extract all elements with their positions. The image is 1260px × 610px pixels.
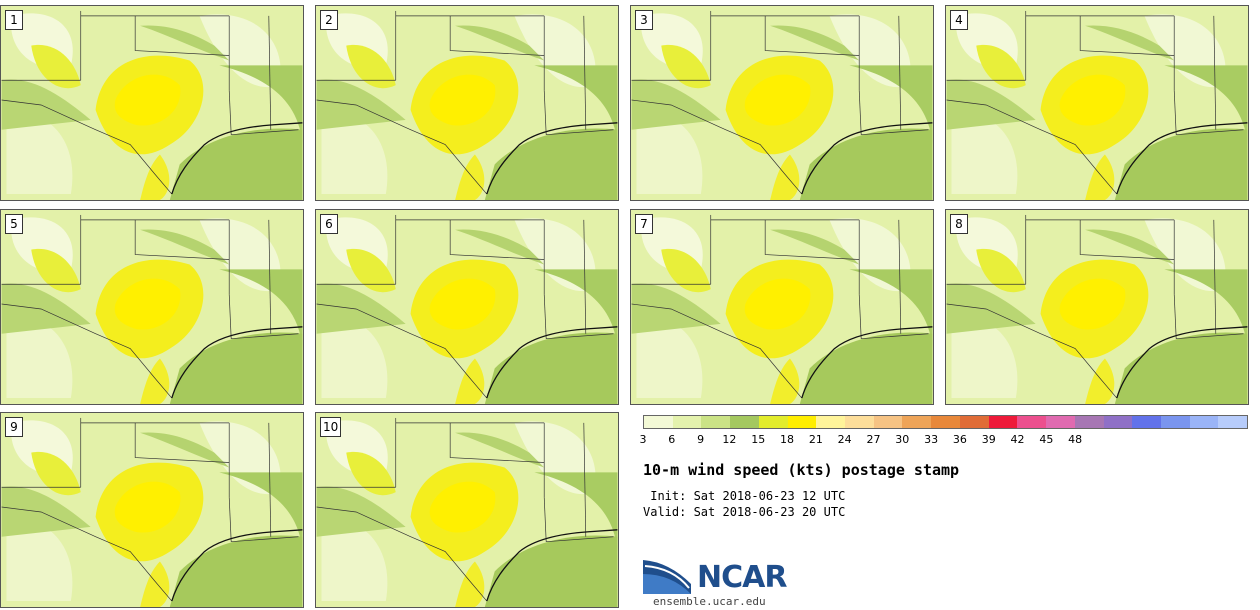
wind-speed-map — [316, 210, 618, 404]
ensemble-member-map-6: 6 — [315, 209, 619, 405]
colorbar-swatch — [1160, 416, 1190, 428]
colorbar-swatch — [816, 416, 846, 428]
wind-speed-map — [1, 413, 303, 607]
colorbar-tick: 39 — [981, 433, 996, 446]
ncar-logo: NCAR — [643, 554, 793, 596]
colorbar-tick: 15 — [751, 433, 766, 446]
plot-title: 10-m wind speed (kts) postage stamp — [643, 461, 960, 479]
colorbar-swatch — [1103, 416, 1133, 428]
ncar-logo-text: NCAR — [697, 560, 787, 595]
colorbar-tick: 24 — [837, 433, 852, 446]
colorbar-tick: 42 — [1010, 433, 1025, 446]
colorbar-swatch — [701, 416, 731, 428]
colorbar-swatch — [1074, 416, 1104, 428]
colorbar-swatch — [644, 416, 673, 428]
ensemble-member-map-7: 7 — [630, 209, 934, 405]
ensemble-member-map-9: 9 — [0, 412, 304, 608]
member-number-label: 4 — [950, 10, 968, 30]
colorbar-swatch — [902, 416, 932, 428]
colorbar-swatch — [758, 416, 788, 428]
colorbar-swatch — [1132, 416, 1161, 428]
member-number-label: 7 — [635, 214, 653, 234]
colorbar-tick: 48 — [1068, 433, 1083, 446]
colorbar-tick: 6 — [668, 433, 676, 446]
colorbar-swatch — [873, 416, 903, 428]
member-number-label: 2 — [320, 10, 338, 30]
member-number-label: 3 — [635, 10, 653, 30]
colorbar-swatch — [931, 416, 960, 428]
colorbar-tick: 36 — [952, 433, 967, 446]
wind-speed-map — [316, 6, 618, 200]
init-time: Init: Sat 2018-06-23 12 UTC — [643, 489, 846, 503]
member-number-label: 6 — [320, 214, 338, 234]
colorbar-tick: 21 — [808, 433, 823, 446]
colorbar-tick: 33 — [924, 433, 939, 446]
ensemble-member-map-10: 10 — [315, 412, 619, 608]
wind-speed-colorbar — [643, 415, 1248, 429]
member-number-label: 9 — [5, 417, 23, 437]
colorbar-tick: 30 — [895, 433, 910, 446]
colorbar-tick-labels: 3 6 9 12 15 18 21 24 27 30 33 36 39 42 45 48 — [639, 433, 1248, 447]
ensemble-member-map-1: 1 — [0, 5, 304, 201]
valid-time: Valid: Sat 2018-06-23 20 UTC — [643, 505, 846, 519]
colorbar-tick: 45 — [1039, 433, 1054, 446]
member-number-label: 8 — [950, 214, 968, 234]
colorbar-swatch — [959, 416, 989, 428]
colorbar-tick: 27 — [866, 433, 881, 446]
ensemble-member-map-8: 8 — [945, 209, 1249, 405]
colorbar-tick: 12 — [722, 433, 737, 446]
ensemble-member-map-2: 2 — [315, 5, 619, 201]
wind-speed-map — [631, 6, 933, 200]
ensemble-url: ensemble.ucar.edu — [653, 595, 766, 608]
ensemble-member-map-4: 4 — [945, 5, 1249, 201]
member-number-label: 1 — [5, 10, 23, 30]
colorbar-swatch — [730, 416, 759, 428]
ensemble-member-map-3: 3 — [630, 5, 934, 201]
colorbar-swatch — [845, 416, 874, 428]
wind-speed-map — [631, 210, 933, 404]
wind-speed-map — [316, 413, 618, 607]
wind-speed-map — [946, 210, 1248, 404]
colorbar-swatch — [988, 416, 1018, 428]
member-number-label: 5 — [5, 214, 23, 234]
colorbar-swatch — [1189, 416, 1219, 428]
wind-speed-map — [946, 6, 1248, 200]
wind-speed-map — [1, 6, 303, 200]
colorbar-swatch — [1218, 416, 1248, 428]
colorbar-swatch — [787, 416, 817, 428]
colorbar-tick: 9 — [697, 433, 705, 446]
colorbar-swatch — [1017, 416, 1047, 428]
colorbar-swatch — [672, 416, 702, 428]
member-number-label: 10 — [320, 417, 342, 437]
ensemble-member-map-5: 5 — [0, 209, 304, 405]
wind-speed-map — [1, 210, 303, 404]
colorbar-tick: 3 — [639, 433, 647, 446]
colorbar-tick: 18 — [780, 433, 795, 446]
colorbar-swatch — [1046, 416, 1075, 428]
ncar-arc-logo-icon — [643, 560, 691, 594]
